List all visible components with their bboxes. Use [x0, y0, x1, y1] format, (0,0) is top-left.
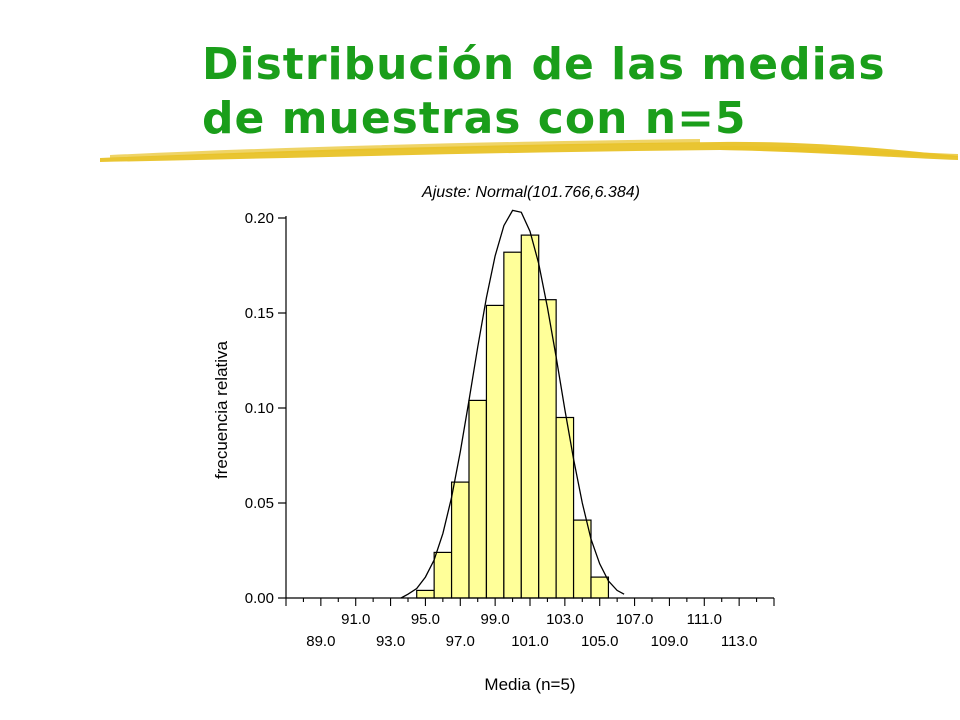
- histogram-bar: [572, 519, 592, 599]
- y-tick-label: 0.15: [245, 305, 274, 322]
- x-tick-label-lower: 101.0: [511, 633, 549, 650]
- x-tick-label-lower: 93.0: [376, 633, 405, 650]
- x-tick-label-lower: 97.0: [446, 633, 475, 650]
- x-tick-label-upper: 91.0: [341, 611, 370, 628]
- histogram-bar: [450, 481, 470, 599]
- x-axis-ticks: 91.0 95.0 99.0 103.0 107.0 111.0 89.0 93.0 97.0 1…: [285, 598, 775, 650]
- chart-title: Ajuste: Normal(101.766,6.384): [421, 184, 640, 201]
- y-axis-label: frecuencia relativa: [212, 340, 231, 479]
- slide-title-line-1: Distribución de las medias: [202, 39, 886, 90]
- histogram-bar: [503, 251, 522, 599]
- histogram-bar: [520, 234, 540, 599]
- y-axis-ticks: 0.00 0.05 0.10 0.15 0.20: [245, 210, 286, 607]
- x-tick-label-upper: 111.0: [687, 611, 722, 628]
- y-tick-label: 0.05: [245, 495, 274, 512]
- histogram-bar: [590, 576, 610, 599]
- slide-title-line-2: de muestras con n=5: [202, 93, 747, 144]
- x-tick-label-upper: 103.0: [546, 611, 584, 628]
- x-tick-label-upper: 99.0: [481, 611, 510, 628]
- x-tick-label-lower: 109.0: [651, 633, 689, 650]
- x-tick-label-lower: 113.0: [721, 633, 757, 650]
- y-tick-label: 0.10: [245, 400, 274, 417]
- y-tick-label: 0.20: [245, 210, 274, 227]
- y-tick-label: 0.00: [245, 590, 274, 607]
- histogram-bar: [416, 589, 435, 599]
- x-tick-label-upper: 107.0: [616, 611, 654, 628]
- x-axis-label: Media (n=5): [484, 675, 575, 694]
- slide-title: Distribución de las medias de muestras c…: [202, 38, 902, 146]
- x-tick-label-lower: 89.0: [306, 633, 335, 650]
- histogram-bar: [485, 304, 505, 599]
- x-tick-label-lower: 105.0: [581, 633, 619, 650]
- histogram-bar: [433, 551, 453, 599]
- x-tick-label-upper: 95.0: [411, 611, 440, 628]
- normal-fit-curve: [400, 209, 625, 599]
- histogram-bars: [416, 234, 610, 599]
- histogram-bar: [468, 399, 488, 599]
